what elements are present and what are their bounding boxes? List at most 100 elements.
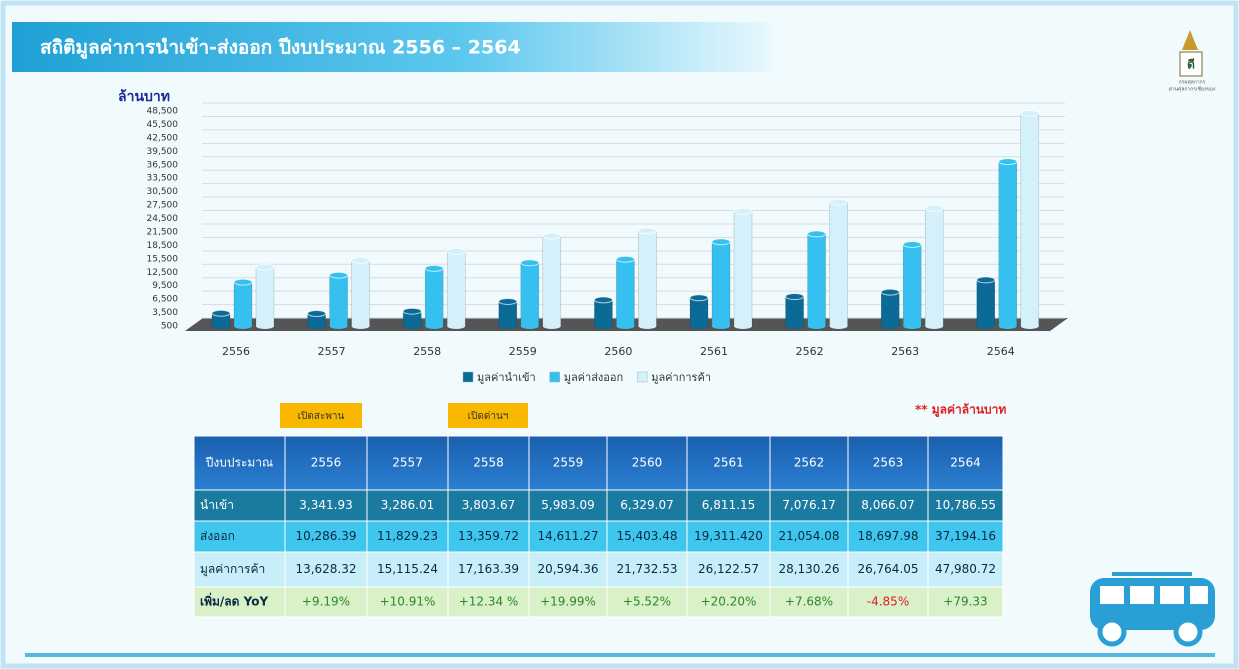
table-text: 2557 — [392, 456, 423, 470]
bar-cap — [255, 263, 275, 271]
bar-base — [785, 323, 804, 329]
table-cell — [366, 586, 449, 618]
bar-base — [498, 323, 517, 329]
table-cell — [927, 520, 1004, 553]
table-text: มูลค่าการค้า — [200, 562, 265, 577]
bar — [498, 301, 518, 327]
bar-base — [976, 323, 995, 329]
x-tick-label: 2560 — [604, 345, 632, 358]
bar-base — [712, 323, 730, 329]
bar — [807, 233, 826, 327]
table-cell — [686, 489, 771, 522]
table-cell — [528, 520, 608, 553]
annotation-box — [280, 403, 362, 428]
bar-base — [807, 323, 826, 329]
bar-cap — [998, 158, 1018, 166]
bar-base — [447, 323, 466, 329]
table-text: 10,786.55 — [935, 498, 996, 512]
table-cell — [284, 551, 368, 588]
table-text: -4.85% — [867, 595, 909, 609]
bar — [998, 161, 1018, 327]
table-cell — [769, 586, 849, 618]
logo-text: กรมศุลกากร — [1179, 80, 1206, 86]
table-text: +20.20% — [701, 595, 757, 609]
bar — [638, 230, 657, 327]
bar — [711, 241, 731, 327]
table-cell — [366, 435, 449, 491]
table-text: เพิ่ม/ลด YoY — [200, 593, 268, 609]
legend-label: มูลค่านำเข้า — [477, 371, 536, 384]
bar — [233, 281, 253, 327]
table-text: +5.52% — [623, 595, 671, 609]
table-cell — [447, 435, 530, 491]
table-text: 7,076.17 — [782, 498, 835, 512]
table-text: 3,341.93 — [299, 498, 352, 512]
table-text: +7.68% — [785, 595, 833, 609]
table-text: +12.34 % — [459, 595, 519, 609]
bar-base — [425, 323, 444, 329]
annotation: ** มูลค่าล้านบาท — [915, 403, 1006, 418]
bar — [520, 262, 540, 327]
table-cell — [366, 489, 449, 522]
table-text: 21,054.08 — [778, 529, 839, 543]
bar-base — [734, 323, 752, 329]
table-text: ส่งออก — [200, 529, 235, 543]
bar-cap — [329, 271, 349, 279]
legend-label: มูลค่าส่งออก — [564, 371, 624, 384]
table-cell — [686, 435, 771, 491]
table-cell — [606, 586, 688, 618]
bar — [689, 297, 709, 327]
table-cell — [366, 520, 449, 553]
bar-cap — [733, 207, 753, 215]
table-text: 21,732.53 — [616, 562, 677, 576]
x-tick-label: 2556 — [222, 345, 250, 358]
bar-cap — [902, 240, 922, 248]
bar-base — [594, 323, 613, 329]
bar — [880, 291, 900, 327]
table-text: +79.33 — [943, 595, 987, 609]
y-tick-label: 9,500 — [152, 281, 178, 291]
table-text: 10,286.39 — [295, 529, 356, 543]
logo: ดี กรมศุลกากร ด่านศุลกากรเชียงของ — [1169, 30, 1216, 93]
table-text: 8,066.07 — [861, 498, 914, 512]
bar — [255, 266, 275, 327]
y-tick-label: 6,500 — [152, 295, 178, 305]
y-tick-label: 39,500 — [147, 147, 179, 157]
table-text: 14,611.27 — [537, 529, 598, 543]
table-text: ปีงบประมาณ — [205, 456, 273, 470]
table-cell — [284, 586, 368, 618]
bar-cap — [424, 264, 444, 272]
bar — [594, 299, 613, 327]
bar-base — [998, 323, 1017, 329]
y-tick-label: 15,500 — [147, 254, 179, 264]
bar-base — [903, 323, 922, 329]
bar-cap — [711, 238, 731, 246]
table-cell — [284, 520, 368, 553]
table-cell — [606, 435, 688, 491]
y-tick-label: 21,500 — [147, 227, 179, 237]
table-text: 2556 — [311, 456, 342, 470]
table-text: 26,764.05 — [857, 562, 918, 576]
bar-cap — [880, 288, 900, 296]
bar — [424, 268, 444, 327]
bar-cap — [520, 259, 540, 267]
table-cell — [847, 520, 929, 553]
bar-cap — [351, 257, 371, 265]
bar-cap — [976, 276, 996, 284]
bar — [446, 251, 466, 327]
bar-base — [925, 323, 944, 329]
x-tick-label: 2564 — [987, 345, 1015, 358]
bar-base — [542, 323, 561, 329]
bar-cap — [924, 204, 944, 212]
annotation-box — [448, 403, 528, 428]
table-text: 2558 — [473, 456, 504, 470]
bar-cap — [1020, 109, 1040, 117]
y-tick-label: 3,500 — [152, 308, 178, 318]
x-tick-label: 2562 — [796, 345, 824, 358]
y-tick-label: 12,500 — [147, 268, 179, 278]
table-cell — [528, 551, 608, 588]
table-text: 17,163.39 — [458, 562, 519, 576]
bar-base — [829, 323, 848, 329]
x-tick-label: 2559 — [509, 345, 537, 358]
